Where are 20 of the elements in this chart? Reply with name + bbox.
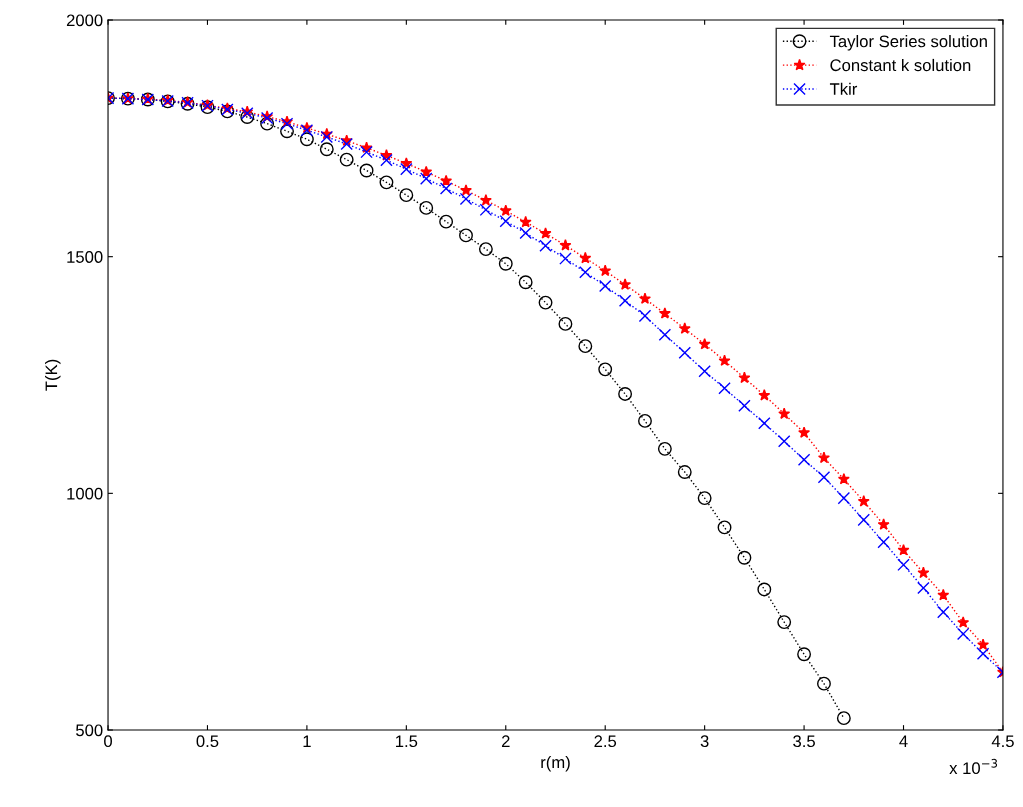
text: x 10$^{−3}$ — [949, 758, 998, 775]
x-tick-label: 2 — [501, 735, 510, 747]
legend-label: Taylor Series solution — [829, 35, 987, 51]
x-axis-title: r(m) — [541, 755, 570, 772]
y-tick-label: 500 — [76, 724, 103, 737]
x-tick-label: 1.5 — [396, 735, 418, 748]
y-tick-label: 1000 — [67, 487, 103, 500]
y-tick-label: 2000 — [66, 14, 103, 27]
legend-label: Constant k solution — [830, 58, 971, 72]
x-tick-label: 0.5 — [196, 735, 219, 748]
legend-label: Tkir — [829, 82, 858, 95]
x-tick-label: 3 — [700, 735, 709, 748]
x-tick-label: 4 — [899, 735, 908, 747]
x-tick-label: 0 — [104, 735, 113, 748]
y-tick-label: 1500 — [67, 251, 103, 263]
x-tick-label: 3.5 — [793, 735, 815, 748]
y-axis-title: T(K) — [45, 359, 61, 391]
x-tick-label: 2.5 — [594, 735, 617, 748]
x-tick-label: 1 — [303, 735, 311, 747]
x-tick-label: 4.5 — [991, 735, 1014, 748]
